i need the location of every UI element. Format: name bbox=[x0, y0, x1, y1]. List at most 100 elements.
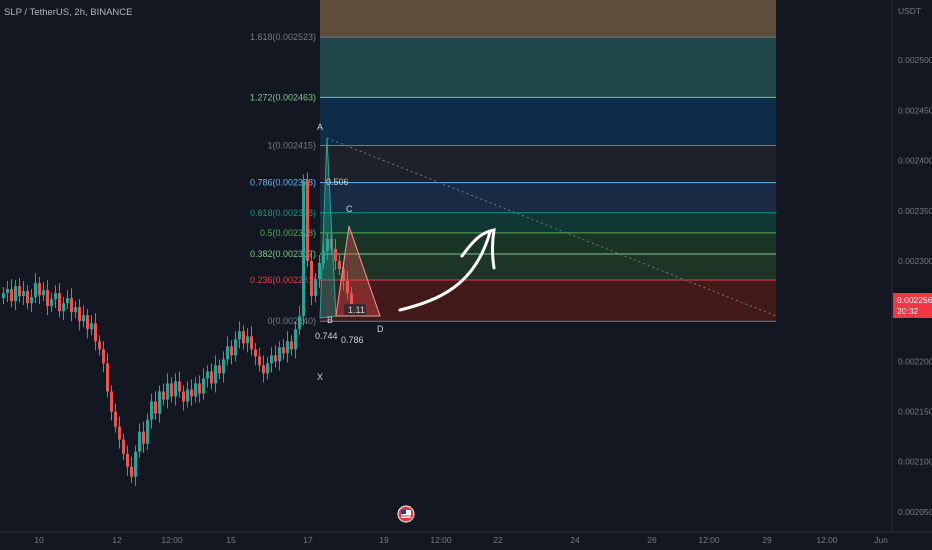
time-tick-label: 12:00 bbox=[430, 535, 452, 545]
ratio-label-cd: 1.11 bbox=[348, 305, 365, 315]
candle-body bbox=[222, 359, 225, 374]
fib-level-label: 1.618(0.002523) bbox=[250, 32, 316, 42]
candle-body bbox=[46, 290, 49, 307]
candle-body bbox=[186, 389, 189, 402]
candle-body bbox=[286, 341, 289, 354]
candle-body bbox=[118, 426, 121, 440]
candle-body bbox=[290, 341, 293, 350]
candle-body bbox=[126, 453, 129, 467]
candle-body bbox=[194, 383, 197, 397]
current-price-value: 0.002256 bbox=[897, 295, 932, 305]
fib-level-label: 0.618(0.002348) bbox=[250, 208, 316, 218]
time-tick-label: 12:00 bbox=[698, 535, 720, 545]
candle-body bbox=[170, 383, 173, 397]
ratio-label-ac: 0.506 bbox=[326, 177, 349, 187]
candle-body bbox=[226, 346, 229, 360]
candle-body bbox=[122, 439, 125, 454]
candle-body bbox=[202, 378, 205, 394]
candle-body bbox=[182, 391, 185, 402]
candle-body bbox=[66, 298, 69, 304]
candle-body bbox=[70, 298, 73, 313]
fib-zone bbox=[320, 97, 776, 146]
candle-body bbox=[218, 365, 221, 374]
candle-body bbox=[146, 419, 149, 444]
fib-level-label: 1(0.002415) bbox=[267, 141, 316, 151]
point-label-b: B bbox=[327, 315, 333, 325]
candle-body bbox=[30, 297, 33, 304]
candle-body bbox=[54, 293, 57, 300]
candle-body bbox=[302, 180, 305, 317]
price-tick-label: 0.002450 bbox=[898, 105, 932, 115]
candle-body bbox=[242, 331, 245, 344]
candle-body bbox=[134, 451, 137, 477]
candle-body bbox=[58, 293, 61, 312]
candle-body bbox=[326, 238, 329, 251]
candle-body bbox=[114, 411, 117, 427]
time-tick-label: 26 bbox=[647, 535, 657, 545]
candle-body bbox=[98, 341, 101, 350]
price-tick-label: 0.002050 bbox=[898, 507, 932, 517]
candle-body bbox=[258, 356, 261, 366]
price-tick-label: 0.002400 bbox=[898, 156, 932, 166]
time-tick-label: 12:00 bbox=[816, 535, 838, 545]
candle-body bbox=[62, 303, 65, 312]
fib-level-label: 0.236(0.002281) bbox=[250, 275, 316, 285]
candle-body bbox=[158, 391, 161, 414]
candle-body bbox=[38, 283, 41, 296]
time-tick-label: 12 bbox=[112, 535, 122, 545]
candle-body bbox=[266, 363, 269, 374]
candle-body bbox=[214, 365, 217, 384]
candle-body bbox=[90, 323, 93, 330]
time-tick-label: 10 bbox=[34, 535, 44, 545]
fib-zone bbox=[320, 253, 776, 281]
time-tick-label: 22 bbox=[493, 535, 503, 545]
fib-zone bbox=[320, 232, 776, 254]
candle-body bbox=[18, 286, 21, 297]
candle-body bbox=[110, 391, 113, 412]
candle-body bbox=[162, 391, 165, 400]
candle-body bbox=[6, 289, 9, 294]
candle-body bbox=[338, 260, 341, 270]
candle-body bbox=[142, 431, 145, 444]
candle-body bbox=[150, 401, 153, 420]
fib-zone bbox=[320, 182, 776, 213]
time-axis-ticks[interactable]: 10 12 12:00 15 17 19 12:00 22 24 26 12:00 29 12:00 Ju… bbox=[34, 535, 888, 545]
fib-zones bbox=[320, 0, 776, 322]
fib-level-label: 0.382(0.002307) bbox=[250, 249, 316, 259]
candle-body bbox=[78, 307, 81, 322]
candle-body bbox=[314, 279, 317, 297]
harmonic-pattern[interactable] bbox=[319, 137, 777, 319]
candle-body bbox=[318, 262, 321, 280]
price-tick-label: 0.002150 bbox=[898, 407, 932, 417]
candle-body bbox=[198, 383, 201, 394]
fib-level-label: 0.786(0.002378) bbox=[250, 178, 316, 188]
pattern-xab-triangle bbox=[319, 137, 337, 319]
time-tick-label: Jun bbox=[874, 535, 888, 545]
candle-body bbox=[106, 363, 109, 392]
current-price-badge bbox=[893, 293, 932, 318]
candle-body bbox=[342, 269, 345, 282]
candle-body bbox=[262, 365, 265, 374]
candle-body bbox=[42, 290, 45, 296]
candle-body bbox=[10, 289, 13, 302]
fib-labels: 1.618(0.002523) 1.272(0.002463) 1(0.002415… bbox=[250, 32, 316, 326]
fib-zone bbox=[320, 280, 776, 322]
candle-body bbox=[2, 293, 5, 299]
candle-body bbox=[154, 401, 157, 414]
candle-body bbox=[22, 291, 25, 297]
time-tick-label: 19 bbox=[379, 535, 389, 545]
fib-level-label: 0.5(0.002328) bbox=[260, 228, 316, 238]
projection-arrow bbox=[398, 230, 492, 312]
us-flag-event-icon[interactable] bbox=[397, 505, 415, 523]
candle-body bbox=[310, 260, 313, 297]
candle-body bbox=[330, 238, 333, 249]
candle-body bbox=[94, 323, 97, 342]
candle-body bbox=[166, 383, 169, 400]
price-tick-label: 0.002300 bbox=[898, 256, 932, 266]
candle-body bbox=[82, 315, 85, 322]
fib-lines bbox=[320, 36, 776, 322]
price-tick-label: 0.002200 bbox=[898, 356, 932, 366]
candle-body bbox=[322, 250, 325, 263]
